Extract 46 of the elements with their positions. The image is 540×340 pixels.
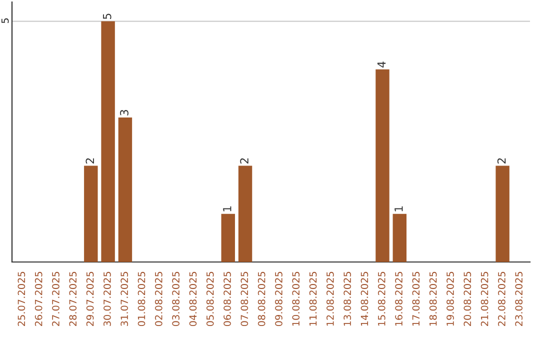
x-tick-label: 04.08.2025	[189, 272, 197, 326]
x-tick-label: 19.08.2025	[446, 272, 454, 326]
bar	[392, 214, 407, 262]
data-label: 1	[394, 206, 403, 212]
x-tick-label: 17.08.2025	[412, 272, 420, 326]
x-tick-label: 29.07.2025	[86, 272, 94, 326]
x-tick-label: 06.08.2025	[224, 272, 231, 326]
bar	[84, 166, 98, 262]
x-tick-label: 09.08.2025	[275, 272, 282, 326]
x-tick-label: 16.08.2025	[395, 272, 402, 326]
x-tick-label: 25.07.2025	[18, 272, 26, 326]
data-label: 1	[223, 206, 232, 212]
x-tick-label: 05.08.2025	[206, 272, 214, 326]
x-tick-label: 21.08.2025	[480, 272, 488, 326]
bar	[221, 214, 235, 262]
x-tick-label: 13.08.2025	[344, 272, 352, 326]
bar	[496, 166, 510, 262]
x-tick-label: 07.08.2025	[240, 272, 248, 326]
bar	[118, 118, 132, 262]
x-tick-label: 10.08.2025	[292, 272, 300, 326]
x-tick-label: 23.08.2025	[515, 272, 523, 326]
data-label: 3	[120, 110, 128, 116]
x-tick-label: 08.08.2025	[258, 272, 266, 326]
x-tick-label: 18.08.2025	[429, 272, 437, 326]
data-label: 5	[103, 14, 112, 20]
data-label: 4	[377, 62, 386, 68]
data-label: 2	[497, 158, 506, 164]
x-tick-label: 26.07.2025	[34, 272, 42, 326]
x-tick-label: 11.08.2025	[309, 272, 317, 326]
bar	[238, 166, 252, 262]
x-tick-label: 20.08.2025	[464, 272, 472, 326]
x-tick-label: 14.08.2025	[360, 272, 368, 326]
x-tick-label: 28.07.2025	[69, 272, 77, 326]
bar	[376, 69, 390, 262]
x-tick-label: 03.08.2025	[172, 272, 180, 326]
x-tick-label: 27.07.2025	[52, 272, 60, 326]
x-tick-label: 22.08.2025	[498, 272, 506, 326]
x-tick-label: 12.08.2025	[326, 272, 334, 326]
x-tick-label: 31.07.2025	[120, 272, 128, 326]
bar	[101, 21, 115, 262]
x-tick-label: 30.07.2025	[104, 272, 111, 326]
data-label: 2	[86, 158, 94, 164]
x-tick-label: 01.08.2025	[138, 272, 146, 326]
x-tick-label: 02.08.2025	[154, 272, 162, 326]
data-label: 2	[240, 158, 248, 164]
x-tick-label: 15.08.2025	[378, 272, 386, 326]
